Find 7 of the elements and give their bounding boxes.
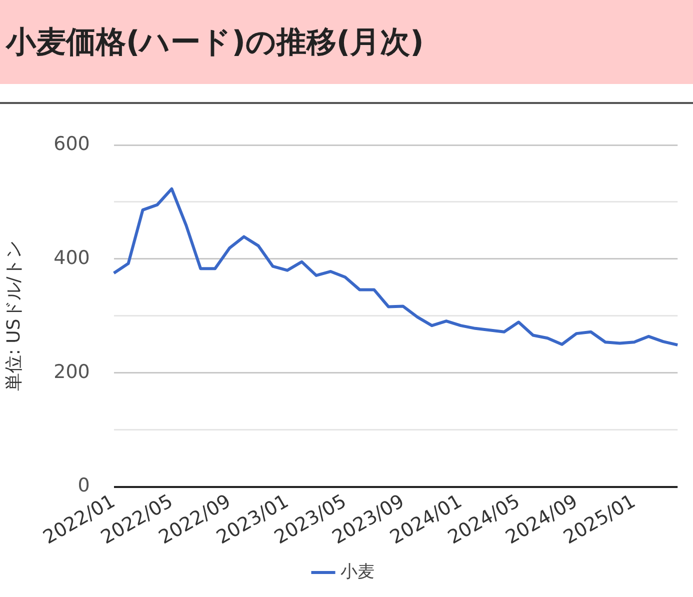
- y-tick-label: 200: [54, 360, 90, 383]
- y-tick-label: 600: [54, 132, 90, 155]
- y-tick-label: 400: [54, 246, 90, 269]
- y-tick-label: 0: [78, 474, 90, 497]
- legend-label: 小麦: [340, 562, 374, 582]
- y-axis-title: 単位: USドル/トン: [3, 240, 24, 392]
- chart-title: 小麦価格(ハード)の推移(月次): [6, 24, 424, 62]
